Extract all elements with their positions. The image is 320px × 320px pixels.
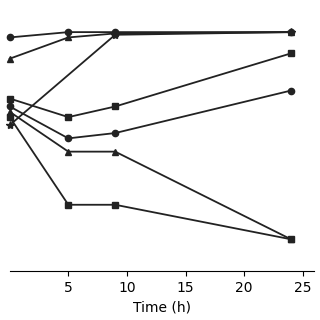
X-axis label: Time (h): Time (h) [133,300,191,315]
